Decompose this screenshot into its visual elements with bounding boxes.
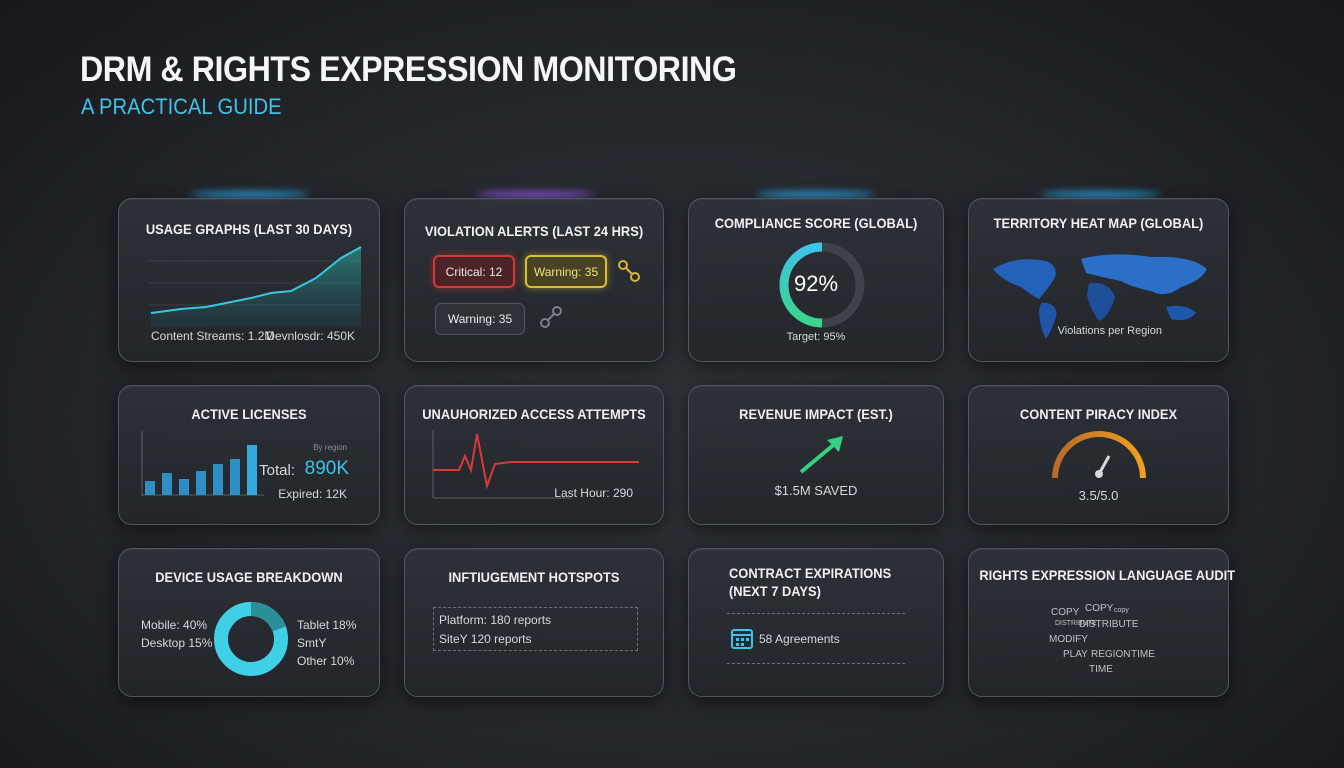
stat: Content Streams: 1.2M [151, 329, 275, 343]
link-icon [618, 260, 640, 282]
audit-card[interactable]: RIGHTS EXPRESSION LANGUAGE AUDIT COPY CO… [968, 548, 1236, 697]
hotspot: Platform: 180 reports [439, 613, 552, 627]
hotspot-list [433, 607, 638, 651]
glow [755, 192, 875, 198]
usage-graph [149, 246, 362, 327]
licenses-card[interactable]: ACTIVE LICENSES By region Total: 890K Ex… [118, 385, 380, 525]
card-title: DEVICE USAGE BREAKDOWN [155, 569, 343, 585]
card-title: CONTRACT EXPIRATIONS [729, 565, 892, 581]
card-title: UNAUHORIZED ACCESS ATTEMPTS [422, 406, 646, 422]
access-card[interactable]: UNAUHORIZED ACCESS ATTEMPTS Last Hour: 2… [404, 385, 664, 525]
divider [727, 613, 905, 614]
audit-word: copy [1114, 607, 1129, 614]
critical-badge[interactable]: Critical: 12 [433, 255, 515, 288]
compliance-card[interactable]: COMPLIANCE SCORE (GLOBAL) 92% Target: 95… [688, 198, 944, 362]
page-title: DRM & RIGHTS EXPRESSION MONITORING [80, 50, 737, 89]
warning-badge[interactable]: Warning: 35 [435, 303, 525, 335]
access-trace [432, 430, 639, 499]
card-title: REVENUE IMPACT (EST.) [739, 406, 893, 422]
index: 3.5/5.0 [1078, 488, 1119, 503]
audit-word: COPY [1085, 603, 1114, 614]
area [151, 247, 361, 327]
card-title: VIOLATION ALERTS (LAST 24 HRS) [424, 223, 644, 239]
total-label: Total: [259, 462, 295, 479]
agreements: 58 Agreements [759, 632, 840, 646]
legend-item: Other 10% [297, 654, 355, 668]
glow [475, 192, 595, 198]
heatmap-card[interactable]: TERRITORY HEAT MAP (GLOBAL) Violations p… [968, 198, 1229, 362]
hotspot: SiteY 120 reports [439, 632, 532, 646]
last-hour: Last Hour: 290 [554, 486, 633, 500]
audit-word: MODIFY [1049, 634, 1088, 645]
link-icon [540, 306, 562, 328]
total-value: 890K [304, 458, 349, 479]
audit-word: TIME [1131, 649, 1155, 660]
contracts-card[interactable]: CONTRACT EXPIRATIONS (NEXT 7 DAYS) 58 Ag… [688, 548, 944, 697]
device-card[interactable]: DEVICE USAGE BREAKDOWN Mobile: 40% Deskt… [118, 548, 380, 697]
card-subtitle: (NEXT 7 DAYS) [729, 583, 821, 599]
map-caption: Violations per Region [1057, 325, 1162, 337]
trend-arrow [799, 436, 843, 474]
hotspots-card[interactable]: INFTIUGEMENT HOTSPOTS Platform: 180 repo… [404, 548, 664, 697]
card-title: USAGE GRAPHS (LAST 30 DAYS) [145, 221, 353, 237]
legend-item: Tablet 18% [297, 618, 357, 632]
revenue-card[interactable]: REVENUE IMPACT (EST.) $1.5M SAVED [688, 385, 944, 525]
glow [1040, 192, 1160, 198]
saved: $1.5M SAVED [774, 483, 858, 498]
calendar-icon [731, 629, 753, 649]
card-title: RIGHTS EXPRESSION LANGUAGE AUDIT [979, 567, 1236, 583]
audit-word: COPY [1051, 607, 1080, 618]
legend-item: Desktop 15% [141, 636, 213, 650]
alerts-card[interactable]: VIOLATION ALERTS (LAST 24 HRS) Critical:… [404, 198, 664, 362]
page-subtitle: A PRACTICAL GUIDE [81, 94, 282, 119]
piracy-card[interactable]: CONTENT PIRACY INDEX 3.5/5.0 [968, 385, 1229, 525]
audit-word: DISTRIBUTE [1055, 620, 1097, 627]
legend-item: SmtY [297, 636, 327, 650]
audit-word: PLAY [1063, 649, 1088, 660]
score: 92% [793, 271, 839, 296]
expired: Expired: 12K [278, 487, 347, 501]
warning-badge[interactable]: Warning: 35 [525, 255, 607, 288]
device-donut [214, 602, 288, 676]
target: Target: 95% [786, 331, 846, 343]
note: By region [313, 443, 347, 452]
score-ring [779, 242, 865, 328]
card-title: CONTENT PIRACY INDEX [1019, 406, 1178, 422]
card-title: INFTIUGEMENT HOTSPOTS [448, 569, 620, 585]
audit-word: TIME [1089, 664, 1113, 675]
card-title: TERRITORY HEAT MAP (GLOBAL) [993, 215, 1204, 231]
audit-word: REGION [1091, 649, 1131, 660]
card-title: COMPLIANCE SCORE (GLOBAL) [714, 215, 918, 231]
stat: Devnlosdr: 450K [266, 329, 355, 343]
license-bars [141, 431, 264, 496]
piracy-gauge [1052, 431, 1146, 479]
legend-item: Mobile: 40% [141, 618, 208, 632]
card-title: ACTIVE LICENSES [191, 406, 307, 422]
divider [727, 663, 905, 664]
audit-word: DISTRIBUTE [1079, 619, 1139, 630]
line [150, 246, 362, 314]
glow [190, 192, 310, 198]
usage-card[interactable]: USAGE GRAPHS (LAST 30 DAYS) Content Stre… [118, 198, 380, 362]
world-map [993, 254, 1207, 339]
